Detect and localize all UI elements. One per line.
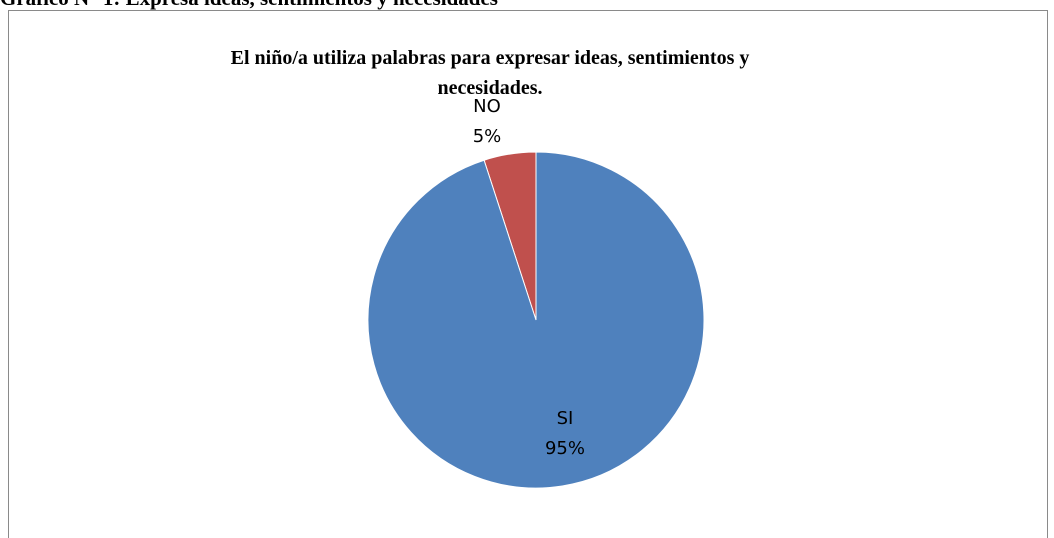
data-label-percent-si: 95% [545, 438, 585, 459]
document-heading: Gráfico N° 1: Expresa ideas, sentimiento… [0, 0, 498, 10]
chart-title-line-2: necesidades. [438, 77, 543, 99]
chart-title-line-1: El niño/a utiliza palabras para expresar… [231, 47, 750, 69]
data-label-category-no: NO [473, 96, 501, 117]
pie-slice-si [367, 151, 705, 489]
data-label-category-si: SI [557, 408, 574, 429]
data-labels: SI 95% NO 5% [473, 96, 585, 459]
data-label-percent-no: 5% [473, 126, 502, 147]
pie-slices [367, 151, 705, 489]
